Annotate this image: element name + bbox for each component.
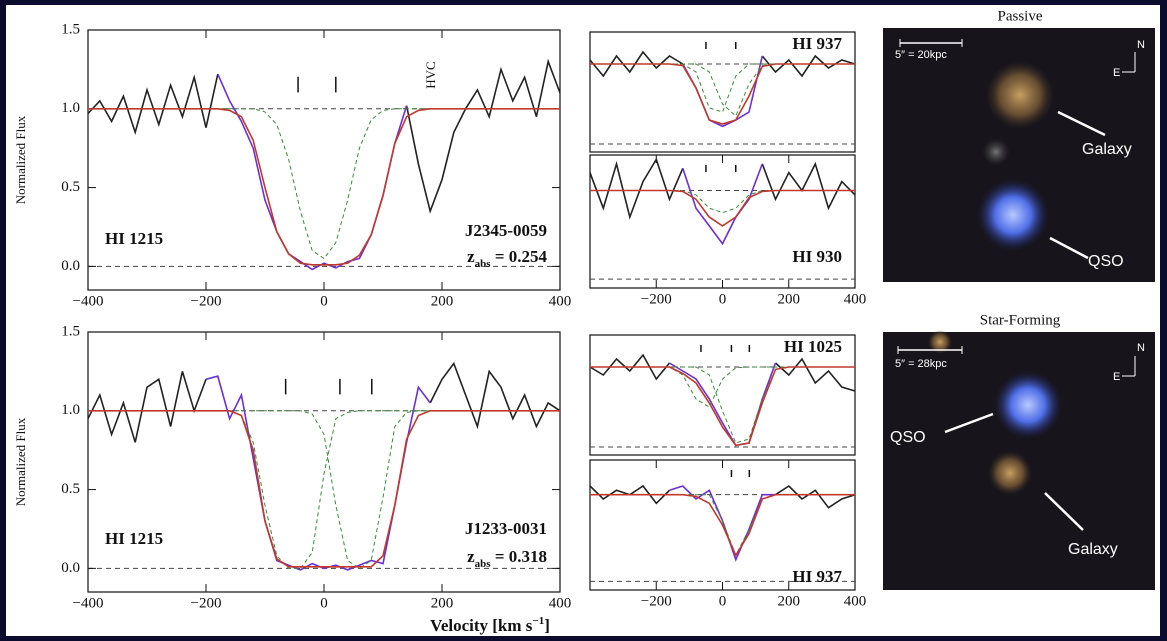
series-line [590, 366, 855, 447]
pointer-line [1044, 492, 1084, 531]
series-line [589, 353, 856, 392]
x-tick-label: 400 [549, 595, 572, 611]
x-tick-label: −200 [191, 293, 222, 309]
pointer-line [1049, 236, 1089, 260]
redshift: zabs = 0.318 [467, 547, 547, 570]
redshift-part: z [467, 547, 475, 566]
panel: HI 1025 [589, 334, 856, 456]
panel: −200 0 200 400 HI 930 [589, 154, 867, 307]
ion: HI 1025 [784, 337, 842, 356]
y-tick-label: 1.0 [61, 100, 80, 116]
series-line [590, 189, 855, 227]
galaxy-label: Galaxy [1068, 541, 1118, 558]
y-tick-label: 0.5 [61, 179, 80, 195]
panel: 0.0 0.5 1.0 1.5 −400 −200 0 200 400 HI 1215 J2345-… [13, 21, 571, 309]
series-line [590, 493, 855, 558]
x-tick-label: 0 [320, 293, 328, 309]
x-tick-label: 0 [719, 291, 727, 307]
field-source [928, 330, 952, 354]
x-tick-label: 200 [431, 293, 454, 309]
scale-label: 5″ = 28kpc [895, 358, 947, 370]
target: J1233-0031 [465, 519, 547, 538]
pointer-line [944, 412, 994, 434]
plot-frame [589, 334, 856, 456]
image-panel: Star-Forming 5″ = 28kpc N E QSO Galaxy [883, 312, 1155, 590]
x-tick-label: 200 [778, 593, 801, 609]
x-tick-label: 400 [844, 593, 867, 609]
x-tick-label: −400 [73, 293, 104, 309]
y-tick-label: 1.5 [61, 21, 80, 37]
galaxy-label: Galaxy [1082, 141, 1132, 158]
ylabel: Normalized Flux [13, 115, 28, 204]
redshift-part: z [467, 247, 475, 266]
x-tick-label: 0 [719, 593, 727, 609]
redshift: zabs = 0.254 [467, 247, 547, 270]
galaxy-blob [986, 61, 1054, 129]
y-tick-label: 1.0 [61, 402, 80, 418]
image-panel: Passive 5″ = 20kpc N E Galaxy QSO [883, 8, 1155, 282]
series-line [669, 362, 777, 447]
x-tick-label: −400 [73, 595, 104, 611]
galaxy-blob [988, 451, 1032, 495]
scale-label: 5″ = 20kpc [895, 49, 947, 61]
x-tick-label: 0 [320, 595, 328, 611]
xlabel-part: Velocity [km s [430, 616, 533, 635]
x-tick-label: −200 [641, 291, 672, 307]
x-tick-label: 200 [431, 595, 454, 611]
redshift-part: abs [475, 558, 492, 570]
series-line [590, 63, 855, 125]
target: J2345-0059 [465, 221, 547, 240]
y-tick-label: 0.0 [61, 258, 80, 274]
ion: HI 937 [792, 34, 842, 53]
redshift-part: = 0.318 [491, 547, 547, 566]
x-tick-label: −200 [641, 593, 672, 609]
x-tick-label: 200 [778, 291, 801, 307]
panel: HI 937 [589, 31, 856, 153]
y-tick-label: 0.0 [61, 560, 80, 576]
image-title: Passive [998, 8, 1043, 24]
north-label: N [1137, 342, 1145, 354]
ion: HI 930 [792, 247, 842, 266]
series-line [87, 361, 561, 443]
series-line [88, 108, 560, 266]
y-tick-label: 0.5 [61, 481, 80, 497]
panel: 0.0 0.5 1.0 1.5 −400 −200 0 200 400 HI 1215 J1233-… [13, 323, 571, 634]
pointer-line [1057, 110, 1106, 137]
redshift-part: abs [475, 258, 492, 270]
series-line [88, 410, 560, 568]
x-tick-label: 400 [549, 293, 572, 309]
qso-blob [977, 179, 1049, 251]
east-label: E [1113, 371, 1120, 383]
note: HVC [423, 61, 438, 88]
plot-frame [589, 31, 856, 153]
ion: HI 1215 [105, 229, 163, 248]
xlabel-part: ] [544, 616, 550, 635]
east-label: E [1113, 67, 1120, 79]
redshift-part: = 0.254 [491, 247, 548, 266]
qso-label: QSO [1088, 253, 1124, 270]
y-tick-label: 1.5 [61, 323, 80, 339]
ion: HI 1215 [105, 529, 163, 548]
qso-label: QSO [890, 429, 926, 446]
series-line [87, 58, 561, 214]
ion: HI 937 [792, 567, 842, 586]
series-line [682, 163, 764, 246]
series-line [589, 50, 856, 78]
qso-blob [994, 371, 1062, 439]
x-tick-label: −200 [191, 595, 222, 611]
image-title: Star-Forming [980, 312, 1061, 328]
north-label: N [1137, 39, 1145, 51]
series-line [589, 157, 856, 220]
xlabel-part: −1 [532, 615, 544, 627]
xlabel: Velocity [km s−1] [430, 615, 550, 635]
ylabel: Normalized Flux [13, 417, 28, 506]
x-tick-label: 400 [844, 291, 867, 307]
field-source [982, 138, 1010, 166]
